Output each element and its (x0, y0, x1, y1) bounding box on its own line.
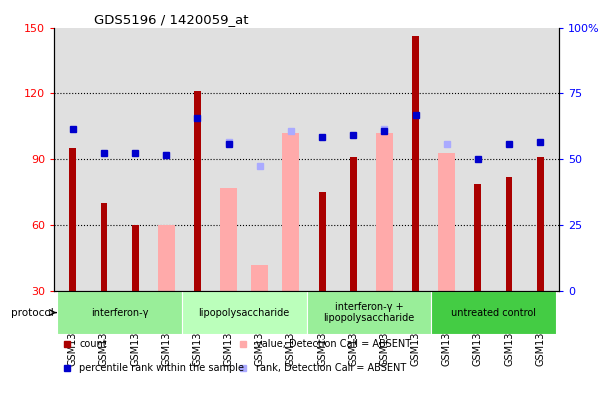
Bar (182, 292, 307, 334)
Bar (57, 292, 182, 334)
Text: interferon-γ: interferon-γ (91, 308, 148, 318)
Bar (319, 193, 326, 292)
Bar (132, 226, 139, 292)
Bar (537, 157, 544, 292)
Text: untreated control: untreated control (451, 308, 536, 318)
Bar (157, 226, 175, 292)
Bar (282, 133, 299, 292)
Bar (376, 133, 393, 292)
Text: count: count (79, 339, 107, 349)
Bar (100, 204, 108, 292)
Bar (194, 91, 201, 292)
Text: lipopolysaccharide: lipopolysaccharide (198, 308, 290, 318)
Bar (350, 157, 356, 292)
Bar (220, 188, 237, 292)
Bar (307, 292, 431, 334)
Text: GDS5196 / 1420059_at: GDS5196 / 1420059_at (94, 13, 249, 26)
Bar (69, 149, 76, 292)
Text: interferon-γ +
lipopolysaccharide: interferon-γ + lipopolysaccharide (323, 302, 415, 323)
Bar (412, 36, 419, 292)
Bar (505, 177, 513, 292)
Bar (251, 265, 268, 292)
Bar (474, 184, 481, 292)
Text: percentile rank within the sample: percentile rank within the sample (79, 363, 245, 373)
Text: rank, Detection Call = ABSENT: rank, Detection Call = ABSENT (256, 363, 406, 373)
Bar (431, 292, 556, 334)
Text: value, Detection Call = ABSENT: value, Detection Call = ABSENT (256, 339, 411, 349)
Bar (438, 153, 456, 292)
Text: protocol: protocol (11, 308, 53, 318)
